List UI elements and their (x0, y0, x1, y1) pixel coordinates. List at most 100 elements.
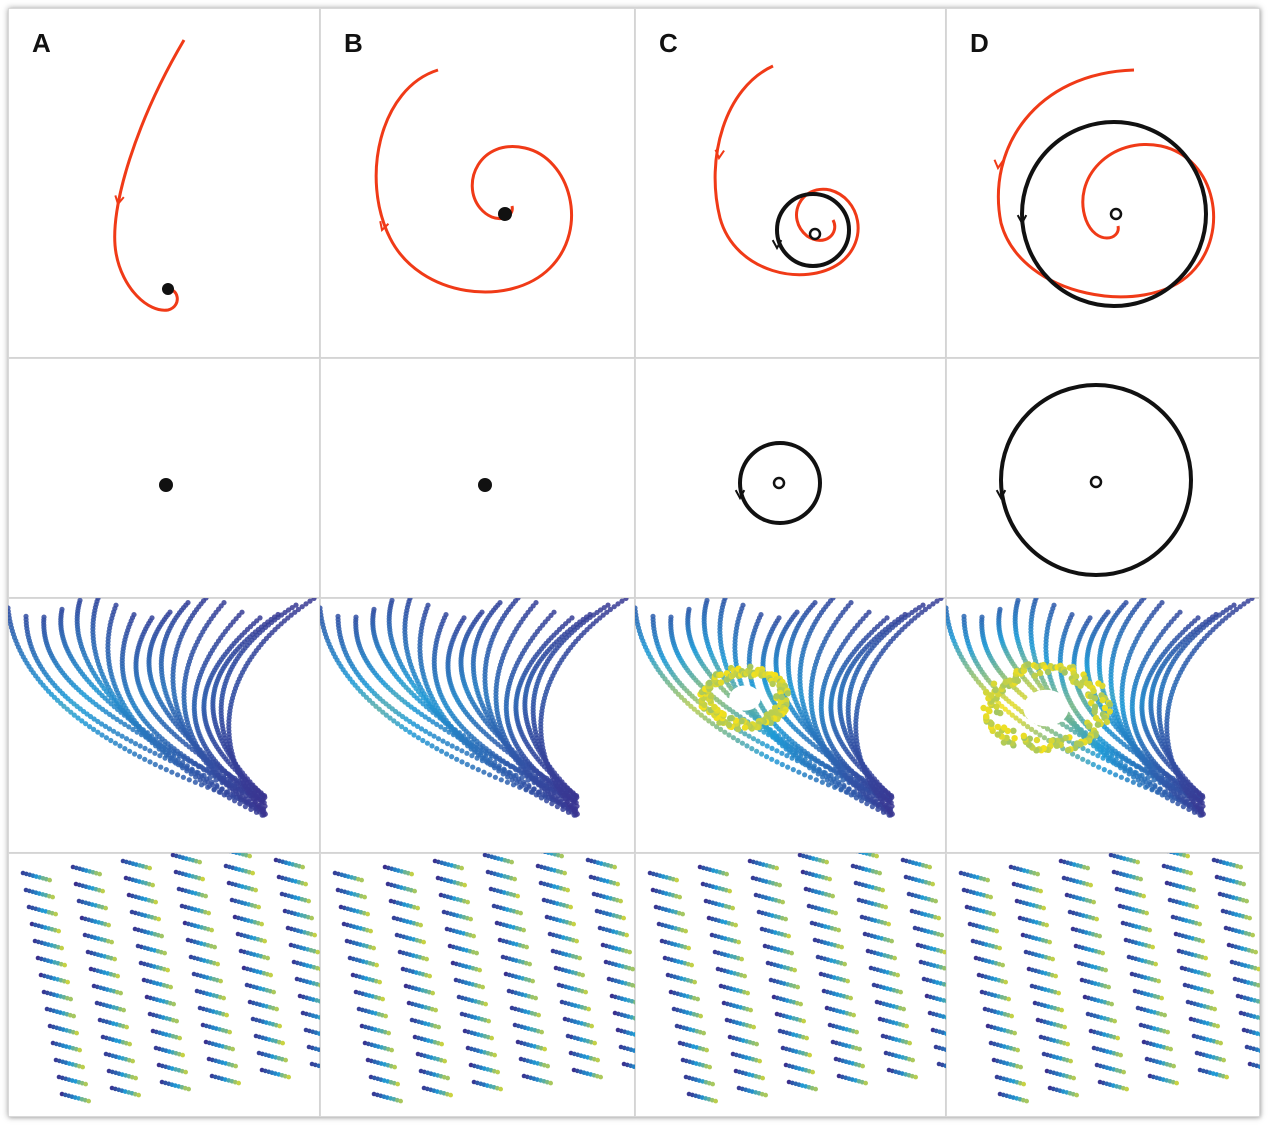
cycle-arrow (771, 239, 783, 251)
scatter-point (387, 715, 393, 721)
scatter-point (749, 746, 755, 752)
scatter-point (127, 748, 133, 754)
scatter-point (807, 774, 813, 780)
scatter-point (175, 772, 181, 778)
scatter-point (889, 803, 895, 809)
scatter-point (414, 723, 421, 729)
scatter-point (180, 763, 186, 769)
scatter-point (311, 598, 317, 601)
scatter-point (726, 732, 732, 738)
scatter-point (508, 773, 514, 780)
scatter-point (147, 759, 153, 765)
scatter-point (1118, 774, 1124, 780)
scatter-point (785, 764, 791, 770)
scatter-point (1138, 765, 1144, 771)
scatter-point (132, 751, 138, 757)
scatter-point (615, 601, 621, 607)
scatter-point (742, 731, 748, 737)
scatter-point (292, 609, 298, 615)
scatter-point (619, 598, 625, 604)
scatter-point (526, 784, 532, 790)
scatter-point (95, 718, 101, 725)
scatter-point (440, 738, 446, 744)
scatter-point (1143, 779, 1149, 785)
scatter-point (827, 776, 834, 782)
scatter-point (295, 606, 301, 613)
scatter-point (779, 761, 785, 768)
scatter-point (1175, 801, 1181, 807)
scatter-point (435, 736, 442, 742)
scatter-point (426, 716, 432, 722)
scatter-point (262, 803, 268, 809)
scatter-point (512, 776, 519, 782)
scatter-point (411, 732, 417, 738)
scatter-point (769, 680, 776, 688)
scatter-point (819, 771, 825, 777)
scatter-point (574, 803, 580, 809)
scatter-point (1126, 768, 1132, 774)
scatter-points (320, 598, 629, 818)
scatter-point (1111, 757, 1117, 763)
scatter-point (919, 609, 925, 615)
unstable-point (772, 476, 786, 490)
scatter-point (1021, 721, 1027, 727)
scatter-point (449, 754, 455, 760)
scatter-points (946, 598, 1255, 818)
scatter-point (1138, 776, 1145, 782)
scatter-point (1090, 761, 1096, 768)
scatter-point (99, 732, 105, 738)
scatter-point (1113, 772, 1119, 778)
scatter-point (1013, 715, 1019, 721)
scatter-point (464, 750, 470, 756)
scatter-point (99, 721, 105, 727)
trajectory-arrow (379, 220, 390, 232)
scatter-point (152, 761, 158, 768)
scatter-point (607, 606, 613, 613)
panel-c-row-2 (635, 358, 946, 598)
trajectory-curve (713, 64, 860, 277)
scatter-point (1134, 763, 1140, 769)
scatter-point (188, 768, 194, 774)
panel-plot (320, 598, 629, 818)
scatter-point (464, 761, 470, 768)
scatter-point (864, 801, 870, 807)
scatter-point (498, 777, 504, 783)
limit-cycle (738, 441, 822, 525)
scatter-point (746, 733, 752, 739)
scatter-point (832, 779, 838, 785)
scatter-point (91, 716, 97, 722)
scatter-point (223, 789, 229, 795)
scatter-point (934, 598, 940, 604)
panel-label: D (970, 28, 989, 58)
scatter-point (999, 703, 1005, 709)
scatter-point (1157, 786, 1163, 793)
scatter-point (792, 752, 799, 758)
scatter-point (1080, 756, 1086, 762)
scatter-point (1041, 735, 1047, 741)
scatter-point (611, 604, 617, 610)
scatter-point (1152, 784, 1158, 790)
scatter-point (459, 759, 465, 765)
scatter-point (454, 756, 460, 762)
scatter-point (64, 706, 70, 712)
panel-plot (734, 441, 822, 525)
scatter-point (123, 736, 130, 742)
scatter-point (118, 719, 124, 725)
trajectory-arrow (993, 159, 1004, 171)
scatter-point (192, 771, 198, 777)
scatter-point (487, 772, 493, 778)
scatter-point (574, 811, 580, 817)
scatter-point (470, 764, 476, 770)
scatter-point (1126, 758, 1132, 764)
scatter-point (600, 612, 606, 618)
scatter-void (729, 685, 761, 711)
fixed-point (162, 283, 174, 295)
scatter-point (915, 612, 921, 618)
scatter-point (184, 766, 190, 772)
scatter-point (1049, 728, 1055, 734)
panel-plot (635, 598, 944, 818)
scatter-point (706, 718, 712, 724)
scatter-point (819, 779, 825, 785)
scatter-point (422, 714, 428, 720)
scatter-point (1130, 760, 1136, 766)
